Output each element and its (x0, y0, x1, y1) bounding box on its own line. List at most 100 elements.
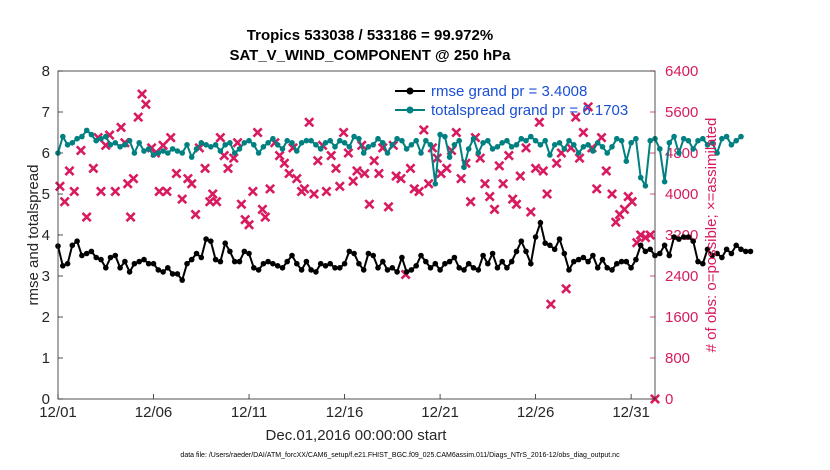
obs-marker-x (596, 132, 607, 143)
rmse-point (418, 252, 424, 259)
y-axis-right-label: # of obs: o=possible; ×=assimilated (703, 118, 720, 353)
rmse-point (145, 260, 152, 267)
spread-point (179, 150, 185, 156)
obs-point (451, 127, 462, 138)
rmse-point (604, 265, 610, 271)
obs-marker-x (441, 163, 452, 174)
spread-point (260, 144, 267, 150)
rmse-point (208, 238, 214, 244)
obs-point (542, 188, 553, 200)
obs-marker-x (279, 158, 290, 169)
obs-point (244, 219, 255, 230)
obs-point (64, 165, 75, 176)
obs-point (308, 188, 320, 200)
obs-marker-x (190, 209, 201, 220)
spread-point (470, 135, 477, 142)
obs-marker-x (110, 186, 121, 197)
obs-point (211, 196, 222, 207)
rmse-point (136, 258, 142, 265)
obs-marker-x (252, 127, 263, 138)
obs-marker-x (228, 153, 239, 164)
spread-point (633, 135, 639, 142)
obs-marker-x (211, 196, 222, 207)
obs-marker-x (475, 153, 486, 164)
rmse-point (88, 248, 95, 255)
spread-point (494, 144, 501, 150)
spread-point (709, 140, 716, 146)
obs-marker-x (369, 155, 380, 166)
spread-point (556, 140, 563, 146)
spread-point (408, 142, 415, 148)
obs-point (373, 168, 384, 179)
spread-point (351, 133, 357, 140)
spread-point (685, 137, 692, 144)
rmse-point (337, 265, 343, 271)
rmse-point (222, 240, 228, 246)
spread-point (508, 144, 515, 150)
obs-point (321, 186, 332, 197)
obs-marker-x (538, 165, 549, 176)
obs-marker-x (125, 212, 136, 223)
rmse-point (475, 267, 482, 273)
rmse-point (437, 267, 443, 273)
obs-marker-x (265, 183, 276, 194)
chart-title: Tropics 533038 / 533186 = 99.972% (247, 27, 493, 44)
spread-point (341, 140, 348, 146)
rmse-point (141, 256, 147, 263)
rmse-point (169, 271, 176, 277)
obs-point (645, 229, 656, 241)
spread-point (418, 150, 424, 156)
rmse-point (738, 246, 744, 253)
spread-point (227, 140, 233, 146)
rmse-point (709, 252, 716, 259)
rmse-point (599, 256, 606, 263)
rmse-point (446, 258, 453, 265)
rmse-point (585, 258, 591, 265)
spread-point (107, 142, 114, 148)
obs-marker-x (321, 186, 332, 197)
rmse-point (260, 260, 267, 267)
rmse-point (456, 265, 463, 271)
obs-marker-x (236, 199, 247, 210)
obs-point (100, 140, 111, 151)
spread-point (83, 127, 90, 134)
obs-point (405, 163, 416, 174)
obs-marker-x (128, 173, 139, 184)
obs-point (171, 168, 182, 179)
spread-point (571, 142, 577, 148)
rmse-point (566, 267, 572, 273)
spread-point (690, 146, 696, 152)
obs-point (570, 112, 581, 123)
rmse-point (289, 252, 295, 259)
obs-point (574, 153, 585, 164)
rmse-point (155, 267, 162, 273)
y-right-tick-label: 5600 (665, 104, 698, 121)
obs-marker-x (207, 188, 218, 200)
spread-point (131, 150, 138, 156)
obs-marker-x (534, 117, 545, 128)
spread-point (289, 140, 295, 146)
obs-point (69, 186, 80, 197)
y-left-tick-label: 7 (42, 104, 50, 121)
rmse-point (346, 248, 353, 255)
spread-point (528, 133, 534, 140)
rmse-point (537, 219, 544, 226)
spread-point (475, 150, 482, 156)
obs-marker-x (81, 212, 92, 223)
y-right-tick-label: 800 (665, 350, 690, 367)
obs-point (186, 178, 197, 189)
spread-point (485, 137, 491, 144)
obs-point (228, 153, 239, 164)
rmse-point (188, 256, 195, 263)
spread-point (356, 135, 362, 142)
obs-marker-x (383, 201, 394, 212)
rmse-point (384, 267, 391, 273)
obs-marker-x (479, 178, 491, 189)
y-axis-right: 08001600240032004000480056006400 (650, 63, 698, 408)
obs-point (125, 212, 136, 223)
obs-point (247, 186, 258, 197)
obs-point (369, 155, 380, 166)
rmse-point (389, 265, 396, 271)
spread-point (322, 140, 329, 146)
rmse-point (609, 267, 615, 273)
